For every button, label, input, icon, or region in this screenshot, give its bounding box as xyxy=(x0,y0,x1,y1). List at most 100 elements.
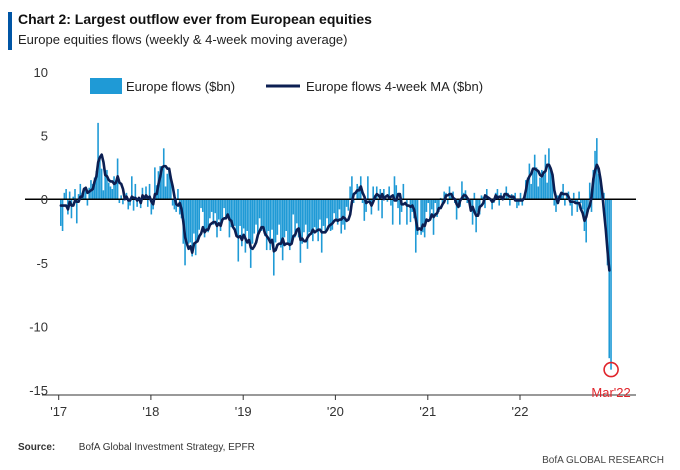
flow-bar xyxy=(276,199,279,235)
flow-bar xyxy=(551,176,554,200)
flow-bar xyxy=(310,199,312,234)
flow-bar xyxy=(242,199,245,229)
flow-bar xyxy=(283,199,286,238)
flow-bar xyxy=(528,163,531,200)
flow-bar xyxy=(107,182,110,200)
flow-bar xyxy=(372,186,374,200)
flow-bar xyxy=(381,199,383,219)
ma-series-line xyxy=(59,153,611,272)
legend-line-label: Europe flows 4-week MA ($bn) xyxy=(306,79,483,94)
flow-bar xyxy=(177,189,179,200)
flow-bar xyxy=(324,199,327,234)
flow-bar xyxy=(171,199,174,206)
flow-bar xyxy=(225,199,227,219)
flow-bar xyxy=(319,199,321,220)
x-tick-label: '21 xyxy=(419,404,436,419)
flow-bar xyxy=(191,199,193,257)
flow-bar xyxy=(546,182,548,200)
flow-bar xyxy=(517,199,520,206)
flow-bar xyxy=(74,189,76,200)
flow-bar xyxy=(255,199,257,225)
flow-bar xyxy=(541,169,543,200)
flow-bar xyxy=(590,199,593,212)
flow-bar xyxy=(173,199,176,210)
flow-bar xyxy=(333,199,335,214)
flow-bar xyxy=(141,187,144,200)
flow-bar xyxy=(317,199,319,242)
flow-bar xyxy=(306,199,309,249)
flow-bar xyxy=(402,183,405,200)
flow-bar xyxy=(423,199,426,238)
flow-bar xyxy=(351,176,353,200)
flow-bar xyxy=(553,199,556,206)
flow-bar xyxy=(194,199,197,256)
flow-bar xyxy=(397,199,399,209)
flow-bar xyxy=(532,171,534,200)
flow-bar xyxy=(477,199,479,212)
flow-bar xyxy=(514,192,516,200)
flow-bar xyxy=(328,199,330,225)
flow-bar xyxy=(608,199,611,359)
y-tick-label: -15 xyxy=(29,383,48,398)
flow-bar xyxy=(473,192,476,200)
flow-bar xyxy=(556,195,559,200)
flow-bar xyxy=(345,199,348,207)
flow-bar xyxy=(258,199,261,219)
flow-bar xyxy=(166,173,169,200)
flow-bar xyxy=(455,199,458,220)
flow-bar xyxy=(91,183,94,200)
flow-bar xyxy=(377,199,380,211)
flow-bar xyxy=(542,175,545,200)
flow-bar xyxy=(349,186,351,200)
flow-bar xyxy=(434,199,437,204)
flow-bar xyxy=(365,199,367,212)
flow-bar xyxy=(217,199,220,220)
y-tick-label: -10 xyxy=(29,319,48,334)
source-label: Source: xyxy=(18,442,56,453)
flow-bar xyxy=(610,199,612,370)
flow-bar xyxy=(186,199,188,244)
flow-bar xyxy=(168,168,170,200)
flow-bar xyxy=(161,166,163,200)
flow-bar xyxy=(219,199,222,231)
flow-bar xyxy=(248,199,250,239)
flow-bar xyxy=(60,199,62,226)
flow-bar xyxy=(544,154,547,200)
x-tick-label: '17 xyxy=(50,404,67,419)
flow-bar xyxy=(491,199,493,210)
flow-bar xyxy=(304,199,307,225)
flow-bar xyxy=(326,199,328,219)
y-tick-label: 0 xyxy=(41,192,48,207)
title-accent-bar xyxy=(8,12,12,50)
flow-bar xyxy=(72,196,75,200)
flow-bar xyxy=(189,199,192,243)
flow-bar xyxy=(587,199,589,212)
flow-bar xyxy=(393,176,396,200)
flow-bar xyxy=(509,199,511,206)
flow-bar xyxy=(145,186,147,200)
flow-bar xyxy=(430,199,433,210)
source-note: Source: BofA Global Investment Strategy,… xyxy=(18,442,255,453)
flow-bar xyxy=(70,199,73,219)
flow-bar xyxy=(343,199,346,230)
flow-bar xyxy=(223,199,225,209)
flow-bar xyxy=(210,199,213,212)
flow-bar xyxy=(221,199,224,219)
annotation-label: Mar'22 xyxy=(591,385,630,400)
flow-bar xyxy=(297,199,300,238)
flow-bar xyxy=(84,189,87,200)
flow-bar xyxy=(65,189,67,200)
flow-bar xyxy=(262,199,264,229)
flow-bar xyxy=(288,199,291,251)
flow-bar xyxy=(203,199,206,238)
flow-bar xyxy=(251,199,254,244)
flow-bar xyxy=(338,199,341,210)
flow-bar xyxy=(241,199,243,247)
legend: Europe flows ($bn) Europe flows 4-week M… xyxy=(90,78,483,94)
flow-bar xyxy=(347,199,350,211)
flow-bar xyxy=(93,177,96,200)
flow-bar xyxy=(278,199,280,225)
flow-bar xyxy=(308,199,311,233)
flow-bar xyxy=(603,192,605,200)
flow-bar xyxy=(533,154,536,200)
